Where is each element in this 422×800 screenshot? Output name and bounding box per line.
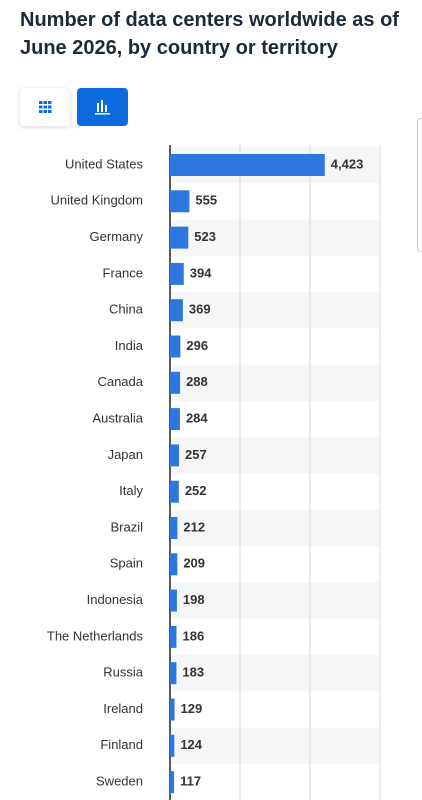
row-stripe bbox=[170, 219, 380, 256]
chart-title: Number of data centers worldwide as of J… bbox=[20, 9, 399, 59]
value-label: 257 bbox=[185, 447, 207, 462]
category-label: Spain bbox=[110, 556, 143, 571]
row-stripe bbox=[170, 582, 380, 619]
category-label: France bbox=[103, 265, 143, 280]
category-label: The Netherlands bbox=[47, 628, 144, 643]
value-label: 117 bbox=[180, 774, 201, 789]
bar bbox=[170, 444, 179, 467]
bar bbox=[170, 226, 189, 249]
row-stripe bbox=[170, 655, 380, 692]
category-label: India bbox=[115, 338, 144, 353]
value-label: 129 bbox=[181, 701, 203, 716]
value-label: 212 bbox=[183, 519, 205, 534]
category-label: Italy bbox=[119, 483, 143, 498]
category-label: Sweden bbox=[96, 774, 143, 789]
bar bbox=[170, 734, 175, 757]
value-label: 555 bbox=[195, 193, 217, 208]
value-label: 124 bbox=[180, 737, 202, 752]
category-label: Australia bbox=[92, 411, 143, 426]
chart-icon bbox=[95, 100, 110, 115]
value-label: 209 bbox=[183, 556, 205, 571]
bar bbox=[170, 589, 177, 612]
row-stripe bbox=[170, 727, 380, 764]
chart-view-button[interactable] bbox=[77, 88, 128, 126]
value-label: 523 bbox=[194, 229, 216, 244]
bar bbox=[170, 154, 325, 176]
category-label: China bbox=[109, 302, 144, 317]
scrollbar[interactable] bbox=[417, 118, 422, 252]
value-label: 296 bbox=[186, 338, 208, 353]
category-label: Russia bbox=[103, 665, 144, 680]
bar bbox=[170, 480, 179, 503]
bar bbox=[170, 408, 180, 431]
bar bbox=[170, 698, 175, 721]
row-stripe bbox=[170, 292, 380, 329]
category-label: United Kingdom bbox=[51, 193, 144, 208]
bar bbox=[170, 771, 175, 794]
value-label: 183 bbox=[182, 665, 204, 680]
bar bbox=[170, 190, 190, 213]
bar bbox=[170, 662, 177, 685]
value-label: 198 bbox=[183, 592, 205, 607]
row-stripe bbox=[170, 509, 380, 547]
bar bbox=[170, 262, 184, 285]
row-stripe bbox=[170, 437, 380, 474]
bar bbox=[170, 517, 178, 539]
table-view-button[interactable] bbox=[20, 88, 70, 126]
bar bbox=[170, 553, 178, 576]
category-label: Ireland bbox=[103, 701, 143, 716]
category-label: Indonesia bbox=[87, 592, 144, 607]
value-label: 252 bbox=[185, 483, 207, 498]
category-label: Germany bbox=[90, 229, 144, 244]
value-label: 288 bbox=[186, 374, 208, 389]
category-label: Japan bbox=[108, 447, 143, 462]
category-label: Brazil bbox=[110, 519, 143, 534]
value-label: 4,423 bbox=[331, 156, 364, 171]
category-label: United States bbox=[65, 156, 144, 171]
bar bbox=[170, 335, 181, 358]
bar bbox=[170, 625, 177, 648]
value-label: 369 bbox=[189, 302, 211, 317]
category-label: Finland bbox=[100, 737, 143, 752]
bar bbox=[170, 371, 181, 394]
bar bbox=[170, 299, 183, 322]
row-stripe bbox=[170, 364, 380, 401]
value-label: 394 bbox=[190, 265, 212, 280]
category-label: Canada bbox=[97, 374, 143, 389]
value-label: 284 bbox=[186, 411, 208, 426]
table-icon bbox=[39, 101, 52, 113]
value-label: 186 bbox=[183, 628, 205, 643]
